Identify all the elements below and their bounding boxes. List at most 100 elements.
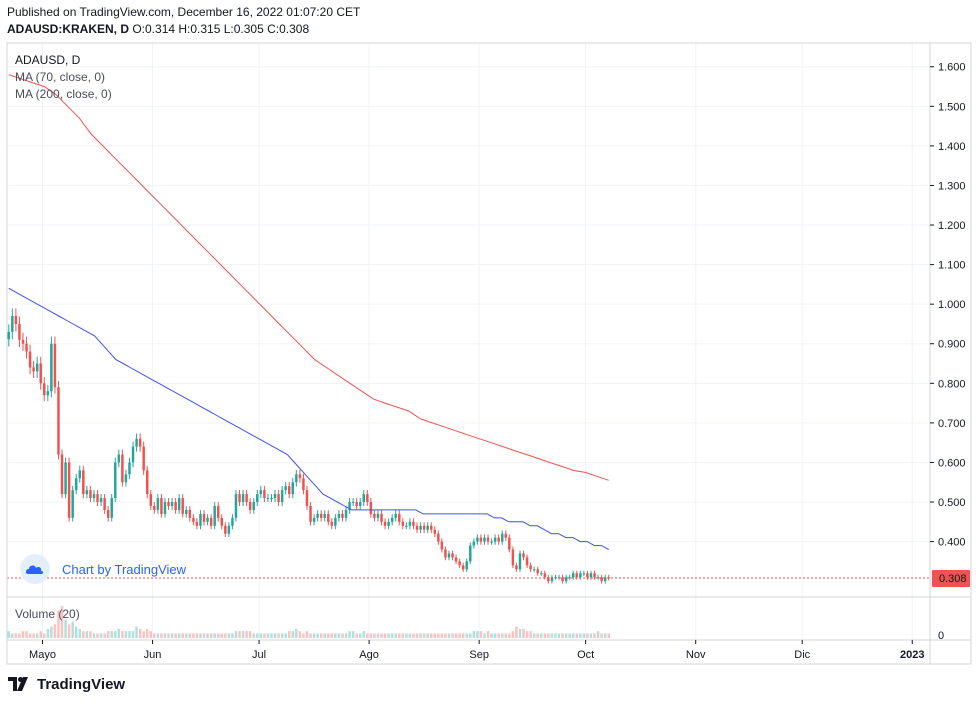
candle-body [259,490,263,495]
volume-bar [511,631,515,638]
volume-bar [596,631,600,638]
candle-body [575,573,579,578]
volume-bar [131,631,135,638]
candle-body [138,438,142,447]
cloud-icon [20,554,50,584]
volume-bar [500,633,504,638]
volume-bar [57,610,60,638]
candle-body [163,502,167,514]
candle-body [121,454,124,483]
candle-body [153,505,156,510]
ma200-line [8,74,609,481]
legend-volume: Volume (20) [15,607,80,621]
volume-bar [160,633,163,638]
volume-bar [78,628,82,638]
volume-bar [323,633,326,638]
candle-body [78,470,82,479]
y-tick-label: 0.500 [938,497,966,509]
volume-bar [319,633,323,638]
volume-bar [550,633,554,638]
tradingview-watermark[interactable]: Chart by TradingView [20,554,186,584]
candle-body [525,557,529,566]
chart-frames [6,42,972,665]
candle-body [185,509,188,514]
volume-bar [429,633,433,638]
volume-bar [234,631,238,638]
volume-bar [163,633,167,638]
volume-bar [305,631,309,638]
candle-body [465,561,468,570]
volume-bar [82,631,85,638]
volume-bar [60,606,64,638]
volume-bar [231,633,234,638]
candle-body [469,545,472,562]
volume-bar [469,633,472,638]
candle-body [571,573,575,578]
volume-bar [603,633,607,638]
candle-body [287,486,291,495]
volume-bar [522,628,525,638]
volume-bar [564,633,568,638]
candle-body [415,525,419,530]
tradingview-logo[interactable]: TradingView [8,674,125,694]
candle-body [7,331,11,340]
candle-body [188,509,192,518]
candle-body [224,525,227,534]
volume-bar [348,631,351,638]
volume-bar [540,633,543,638]
candle-body [131,446,135,463]
volume-bar [245,631,248,638]
candle-body [561,577,564,582]
volume-bar [50,626,53,638]
volume-bar [525,631,529,638]
x-axis-ticks: Mayo Jun Jul Ago Sep Oct Nov Dic 2023 [29,640,924,661]
candle-body [96,494,99,503]
last-price-label: 0.308 [939,573,967,585]
volume-bar [156,633,160,638]
candle-body [298,474,302,479]
candle-body [174,502,177,510]
volume-bar [74,626,78,638]
volume-bar [192,633,195,638]
candle-body [273,494,277,499]
volume-bar [415,633,419,638]
y-tick-label: 0.800 [938,378,966,390]
candle-body [39,363,42,384]
candle-body [437,533,440,542]
volume-bar [216,633,220,638]
candle-body [394,513,397,518]
candle-body [426,525,429,530]
published-info: Published on TradingView.com, December 1… [7,5,361,19]
y-tick-label: 0.400 [938,537,966,549]
volume-bar [309,633,312,638]
candle-body [128,462,131,475]
candle-body [351,502,355,504]
candle-body [433,529,437,534]
y-axis-ticks: 1.600 1.500 1.400 1.300 1.200 1.100 1.000 0.900… [930,62,966,549]
volume-bar [302,633,305,638]
volume-bar [21,631,25,638]
candle-body [458,561,461,566]
volume-bar [14,633,18,638]
candle-body [369,502,373,514]
volume-bar [344,633,348,638]
volume-bar [366,633,369,638]
volume-bar [479,631,483,638]
candle-body [25,343,28,352]
candle-body [451,553,454,558]
volume-bar [96,633,99,638]
y-tick-label: 0.900 [938,339,966,351]
candle-body [291,482,295,495]
candle-body [589,573,593,578]
volume-bar [387,633,390,638]
candle-body [67,462,71,518]
candle-body [192,517,195,522]
candle-body [89,490,92,499]
volume-bars [7,606,610,638]
chart-grid [7,43,930,640]
volume-bar [426,633,429,638]
volume-bar [270,633,273,638]
volume-axis-zero: 0 [938,630,944,642]
x-tick-label: Nov [686,649,706,661]
